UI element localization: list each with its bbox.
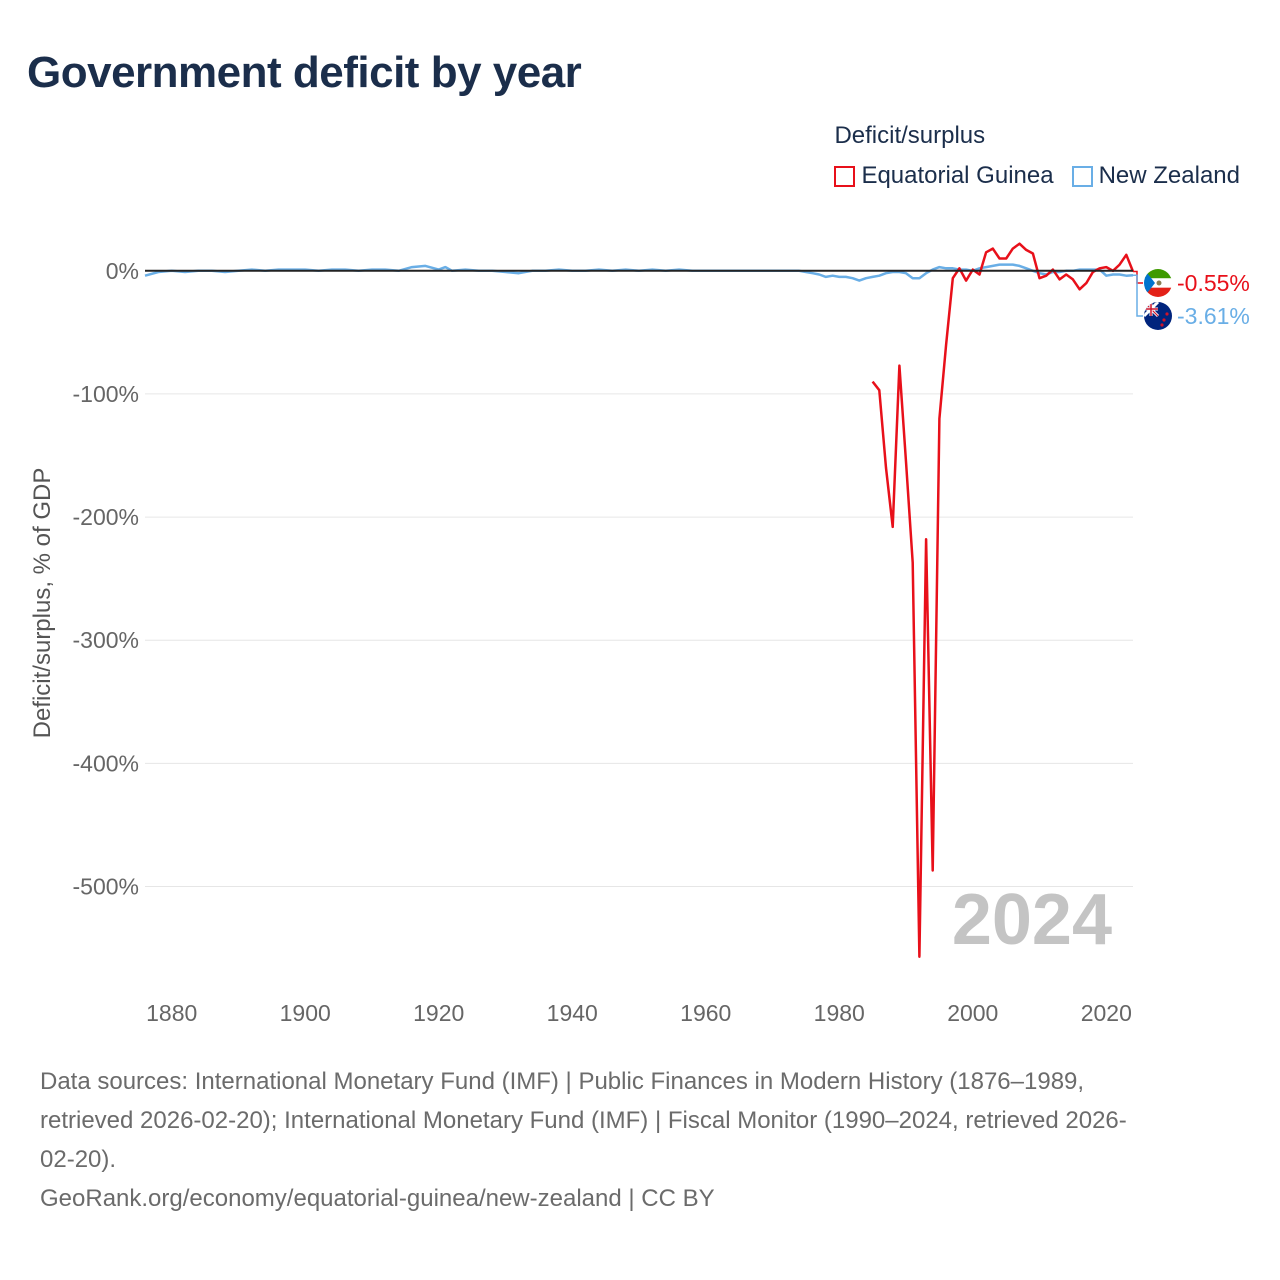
- y-tick-label: -500%: [73, 873, 139, 899]
- end-label-connector: [1133, 274, 1143, 317]
- series-line-equatorial-guinea[interactable]: [871, 242, 1135, 958]
- line-chart: 0% -100% -200% -300% -400% -500% 1880 1900 1920…: [29, 242, 1250, 1026]
- legend-title: Deficit/surplus: [834, 122, 986, 149]
- y-axis-label: Deficit/surplus, % of GDP: [29, 468, 56, 739]
- x-tick-label: 2020: [1081, 1000, 1132, 1026]
- footer-sources-line-3: 02-20).: [40, 1146, 117, 1173]
- y-tick-label: -100%: [73, 381, 139, 407]
- x-tick-label: 1960: [680, 1000, 731, 1026]
- flag-icon-equatorial-guinea: [1144, 269, 1172, 297]
- series-lines: [144, 242, 1135, 958]
- y-tick-label: -400%: [73, 750, 139, 776]
- current-year-label: 2024: [952, 880, 1112, 960]
- legend-label-new-zealand: New Zealand: [1098, 162, 1240, 189]
- y-tick-label: -300%: [73, 627, 139, 653]
- end-value-label-new-zealand: -3.61%: [1177, 303, 1250, 329]
- footer-sources-line-1: Data sources: International Monetary Fun…: [40, 1068, 1085, 1095]
- end-value-label-equatorial-guinea: -0.55%: [1177, 270, 1250, 296]
- flag-icon-new-zealand: [1144, 302, 1172, 330]
- x-axis-ticks: 1880 1900 1920 1940 1960 1980 2000 2020: [146, 1000, 1132, 1026]
- y-tick-label: 0%: [106, 258, 139, 284]
- gridlines: [145, 393, 1133, 887]
- x-tick-label: 1900: [280, 1000, 331, 1026]
- x-tick-label: 1980: [814, 1000, 865, 1026]
- page-title: Government deficit by year: [27, 48, 582, 97]
- x-tick-label: 1940: [547, 1000, 598, 1026]
- legend: Deficit/surplus Equatorial Guinea New Ze…: [834, 122, 1240, 190]
- footer-credit[interactable]: GeoRank.org/economy/equatorial-guinea/ne…: [40, 1185, 715, 1212]
- y-axis-ticks: 0% -100% -200% -300% -400% -500%: [73, 258, 139, 900]
- x-tick-label: 2000: [947, 1000, 998, 1026]
- end-label-connector: [1133, 270, 1143, 284]
- series-end-labels: -0.55% -3.61%: [1133, 269, 1250, 330]
- legend-swatch-new-zealand: [1071, 165, 1093, 187]
- y-tick-label: -200%: [73, 504, 139, 530]
- legend-swatch-equatorial-guinea: [834, 165, 856, 187]
- legend-item-new-zealand[interactable]: New Zealand: [1071, 162, 1240, 190]
- series-line-new-zealand[interactable]: [144, 263, 1134, 282]
- x-tick-label: 1920: [413, 1000, 464, 1026]
- legend-label-equatorial-guinea: Equatorial Guinea: [861, 162, 1054, 189]
- footer-sources-line-2: retrieved 2026-02-20); International Mon…: [40, 1107, 1127, 1134]
- legend-item-equatorial-guinea[interactable]: Equatorial Guinea: [834, 162, 1054, 190]
- x-tick-label: 1880: [146, 1000, 197, 1026]
